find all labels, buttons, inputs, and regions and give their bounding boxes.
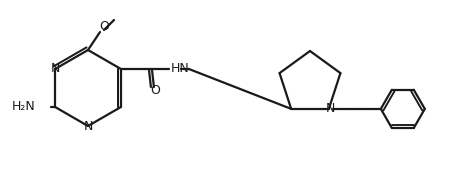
Text: N: N — [326, 102, 335, 115]
Text: N: N — [83, 119, 92, 132]
Text: N: N — [50, 63, 60, 76]
Text: O: O — [150, 85, 160, 98]
Text: H₂N: H₂N — [11, 100, 35, 113]
Text: O: O — [99, 20, 109, 33]
Text: HN: HN — [171, 63, 190, 76]
